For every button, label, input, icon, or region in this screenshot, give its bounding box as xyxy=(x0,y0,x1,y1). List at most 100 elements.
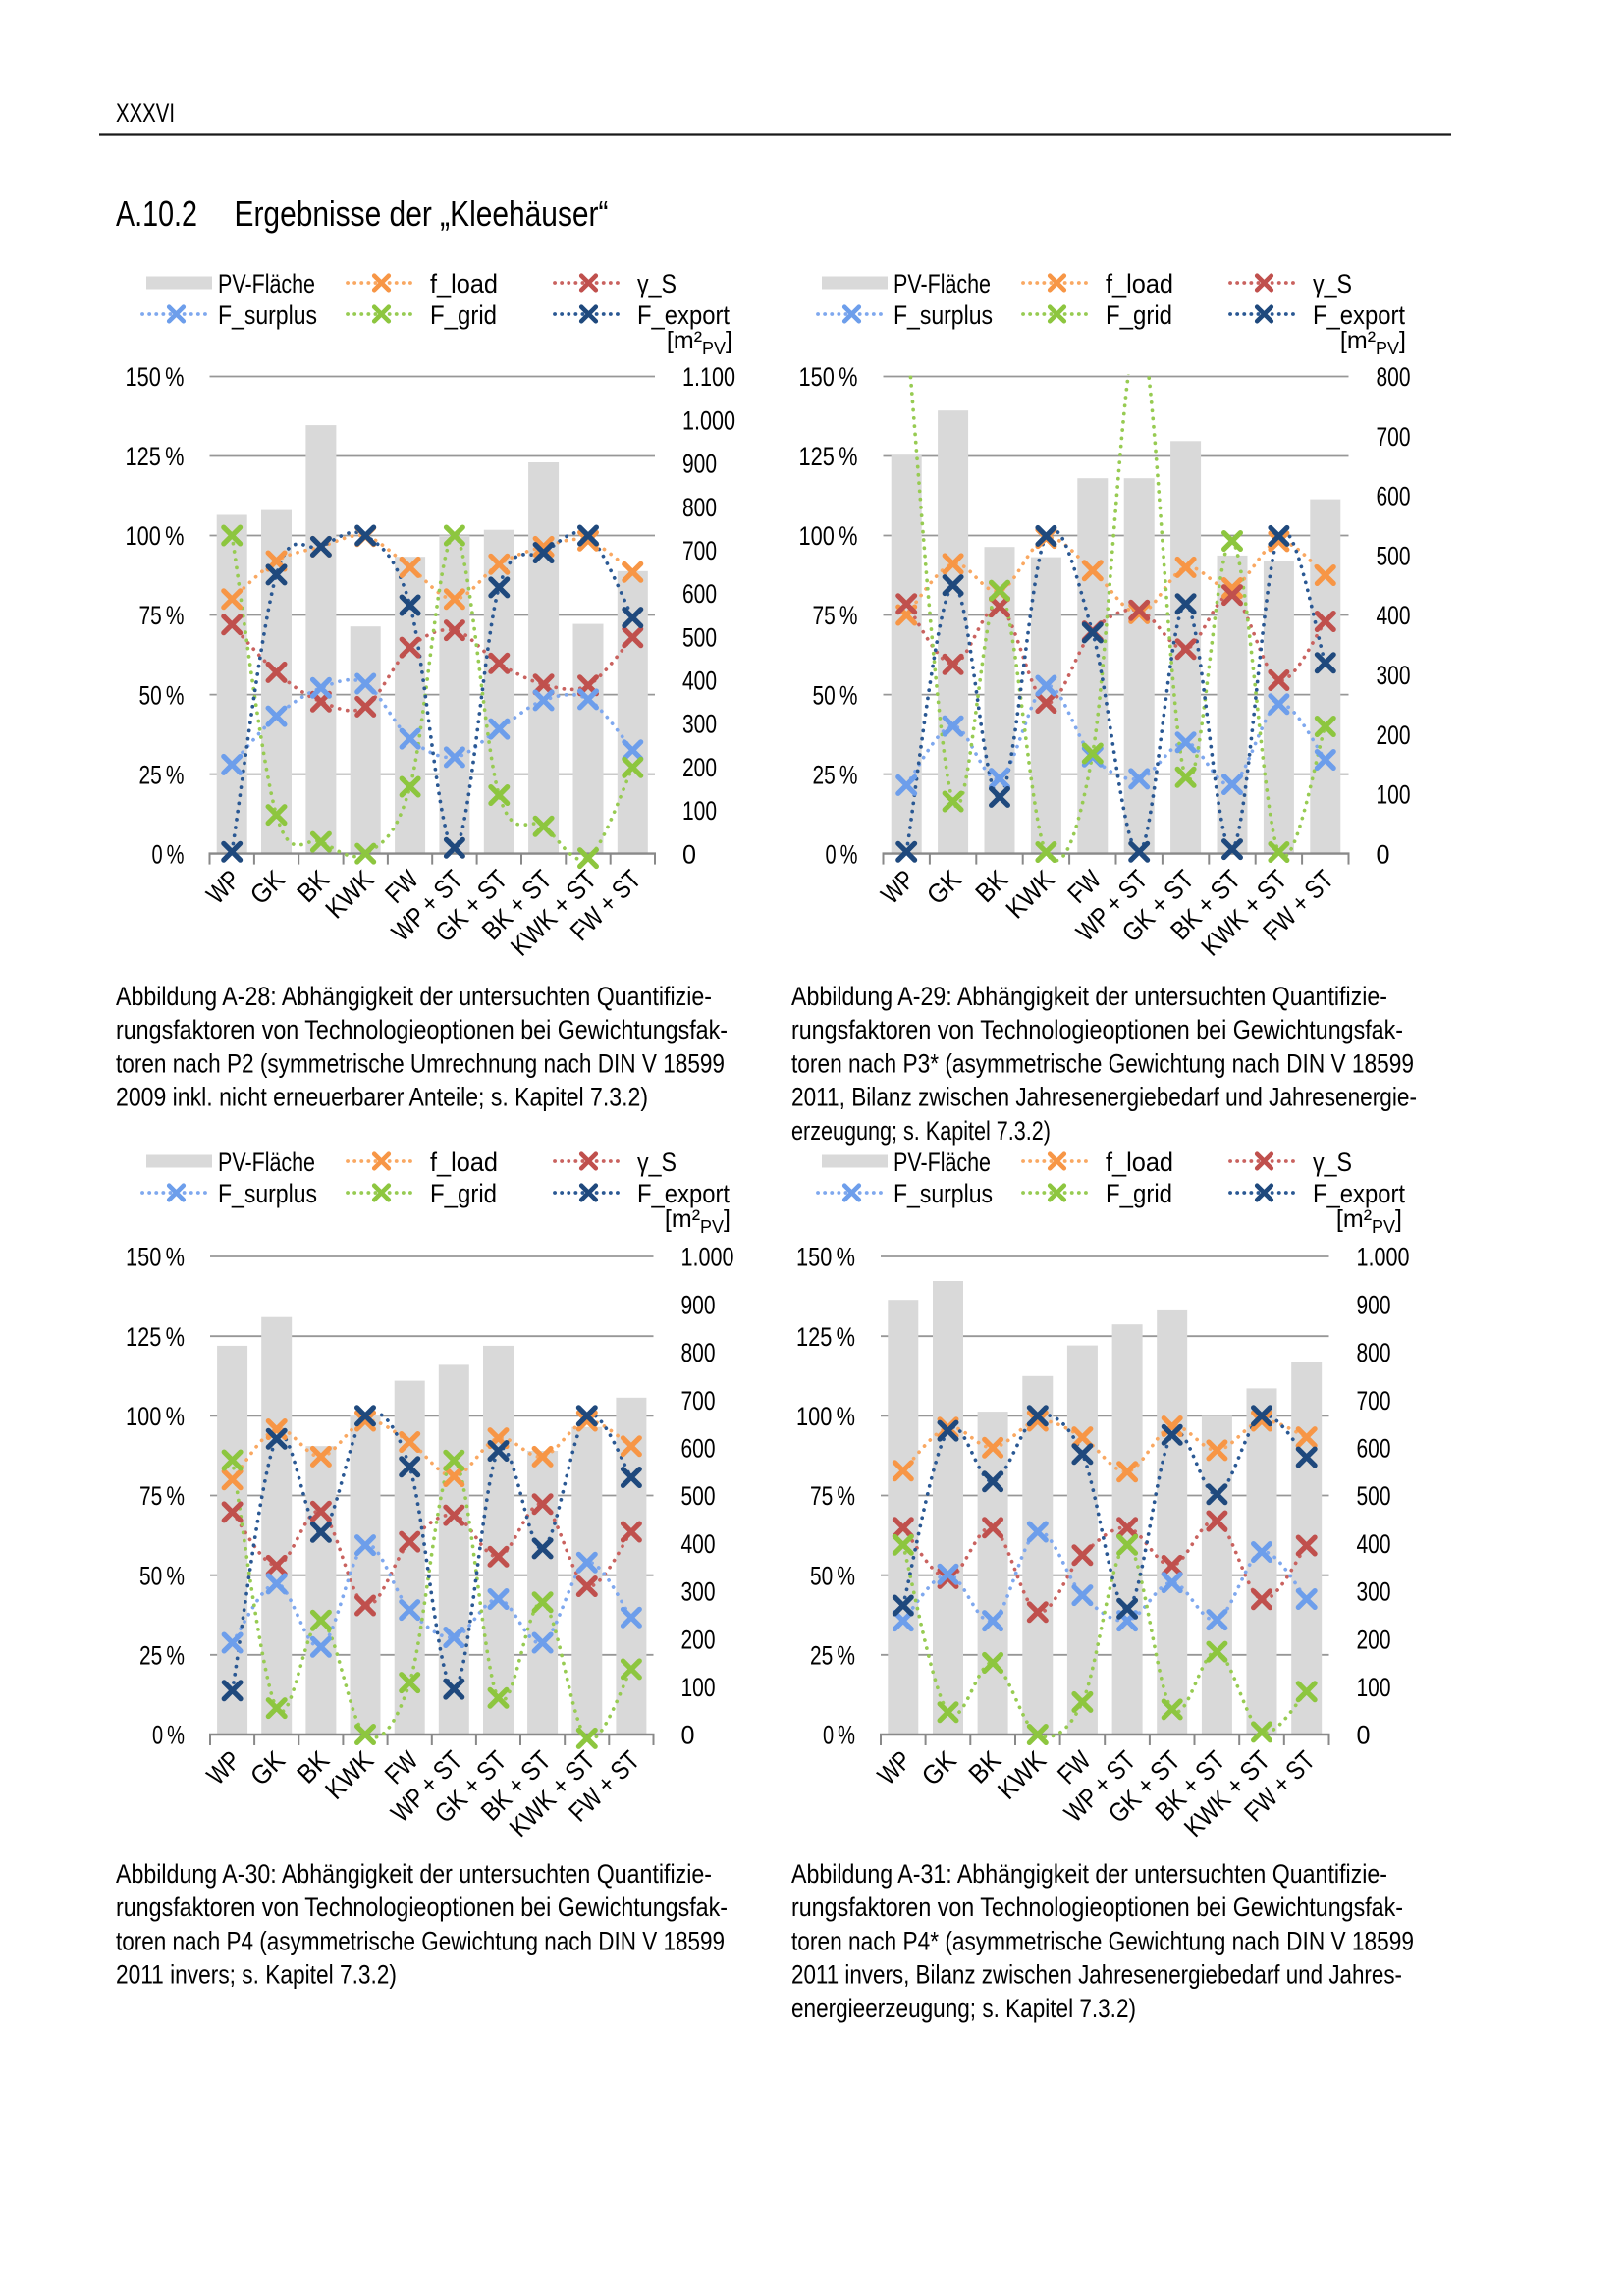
svg-text:f_load: f_load xyxy=(430,1148,498,1177)
svg-text:800: 800 xyxy=(682,493,717,522)
svg-text:50 %: 50 % xyxy=(139,680,185,710)
svg-text:125 %: 125 % xyxy=(796,1322,855,1352)
svg-text:100 %: 100 % xyxy=(796,1402,855,1431)
svg-text:800: 800 xyxy=(1377,362,1411,392)
svg-text:0 %: 0 % xyxy=(152,1721,185,1750)
svg-text:500: 500 xyxy=(681,1481,716,1511)
svg-text:400: 400 xyxy=(682,667,717,696)
svg-text:γ_S: γ_S xyxy=(637,1148,677,1177)
svg-text:PV-Fläche: PV-Fläche xyxy=(218,269,315,298)
svg-text:F_export: F_export xyxy=(1313,300,1405,330)
svg-text:800: 800 xyxy=(681,1338,716,1367)
svg-text:400: 400 xyxy=(1377,601,1411,630)
svg-text:50 %: 50 % xyxy=(810,1561,855,1590)
svg-text:200: 200 xyxy=(682,753,717,782)
svg-text:900: 900 xyxy=(682,450,717,479)
svg-text:100: 100 xyxy=(682,796,717,826)
svg-text:1.000: 1.000 xyxy=(681,1243,734,1272)
svg-text:toren nach P2 (symmetrische Um: toren nach P2 (symmetrische Umrechnung n… xyxy=(116,1048,725,1078)
svg-text:100 %: 100 % xyxy=(126,1402,185,1431)
svg-text:PV-Fläche: PV-Fläche xyxy=(218,1148,315,1177)
svg-text:rungsfaktoren von Technologieo: rungsfaktoren von Technologieoptionen be… xyxy=(791,1893,1403,1922)
svg-text:50 %: 50 % xyxy=(139,1561,185,1590)
svg-text:XXXVI: XXXVI xyxy=(116,98,175,128)
svg-text:150 %: 150 % xyxy=(126,1243,185,1272)
svg-text:100 %: 100 % xyxy=(799,521,858,551)
svg-text:200: 200 xyxy=(1377,721,1411,750)
svg-text:100 %: 100 % xyxy=(126,521,185,551)
svg-text:150 %: 150 % xyxy=(796,1243,855,1272)
svg-text:rungsfaktoren von Technologieo: rungsfaktoren von Technologieoptionen be… xyxy=(116,1893,728,1922)
svg-text:PV-Fläche: PV-Fläche xyxy=(893,1148,991,1177)
svg-text:300: 300 xyxy=(1377,661,1411,690)
svg-text:500: 500 xyxy=(1357,1481,1391,1511)
svg-text:F_surplus: F_surplus xyxy=(893,300,993,330)
svg-text:F_surplus: F_surplus xyxy=(893,1179,993,1208)
svg-text:600: 600 xyxy=(1377,482,1411,511)
svg-text:erzeugung; s. Kapitel 7.3.2): erzeugung; s. Kapitel 7.3.2) xyxy=(791,1116,1051,1146)
svg-text:400: 400 xyxy=(681,1529,716,1559)
svg-text:γ_S: γ_S xyxy=(1313,269,1352,298)
svg-text:F_grid: F_grid xyxy=(1106,300,1172,330)
svg-text:f_load: f_load xyxy=(1106,269,1173,298)
svg-text:0: 0 xyxy=(1357,1721,1371,1750)
svg-text:0 %: 0 % xyxy=(152,839,185,869)
svg-text:75 %: 75 % xyxy=(813,601,858,630)
svg-text:500: 500 xyxy=(682,622,717,652)
svg-text:25 %: 25 % xyxy=(139,760,185,789)
svg-text:25 %: 25 % xyxy=(813,760,858,789)
svg-text:75 %: 75 % xyxy=(139,601,185,630)
svg-text:50 %: 50 % xyxy=(813,680,858,710)
svg-text:0: 0 xyxy=(682,839,696,869)
svg-text:0 %: 0 % xyxy=(826,839,858,869)
svg-text:700: 700 xyxy=(1357,1386,1391,1415)
svg-text:1.100: 1.100 xyxy=(682,362,735,392)
svg-text:125 %: 125 % xyxy=(799,442,858,471)
svg-text:rungsfaktoren von Technologieo: rungsfaktoren von Technologieoptionen be… xyxy=(791,1015,1403,1044)
svg-text:0: 0 xyxy=(1377,839,1390,869)
svg-text:100: 100 xyxy=(681,1673,716,1702)
svg-text:f_load: f_load xyxy=(430,269,498,298)
svg-text:F_export: F_export xyxy=(637,300,730,330)
svg-text:1.000: 1.000 xyxy=(682,405,735,435)
svg-text:800: 800 xyxy=(1357,1338,1391,1367)
svg-text:Abbildung A-28: Abhängigkeit d: Abbildung A-28: Abhängigkeit der untersu… xyxy=(116,982,712,1011)
svg-text:25 %: 25 % xyxy=(810,1641,855,1671)
svg-text:2011, Bilanz zwischen Jahresen: 2011, Bilanz zwischen Jahresenergiebedar… xyxy=(791,1083,1417,1112)
svg-text:300: 300 xyxy=(682,710,717,739)
svg-text:F_export: F_export xyxy=(1313,1179,1405,1208)
svg-text:400: 400 xyxy=(1357,1529,1391,1559)
svg-text:energieerzeugung; s. Kapitel 7: energieerzeugung; s. Kapitel 7.3.2) xyxy=(791,1994,1136,2023)
svg-text:600: 600 xyxy=(681,1434,716,1464)
svg-text:Abbildung A-29: Abhängigkeit d: Abbildung A-29: Abhängigkeit der untersu… xyxy=(791,982,1387,1011)
svg-text:Ergebnisse der „Kleehäuser“: Ergebnisse der „Kleehäuser“ xyxy=(235,193,609,234)
svg-text:300: 300 xyxy=(1357,1577,1391,1607)
svg-text:F_grid: F_grid xyxy=(430,1179,497,1208)
svg-text:toren nach P4* (asymmetrische: toren nach P4* (asymmetrische Gewichtung… xyxy=(791,1926,1414,1955)
svg-text:Abbildung A-31: Abhängigkeit d: Abbildung A-31: Abhängigkeit der untersu… xyxy=(791,1859,1387,1889)
svg-text:150 %: 150 % xyxy=(126,362,185,392)
svg-text:F_grid: F_grid xyxy=(1106,1179,1172,1208)
svg-text:700: 700 xyxy=(682,536,717,565)
svg-text:150 %: 150 % xyxy=(799,362,858,392)
svg-text:f_load: f_load xyxy=(1106,1148,1173,1177)
svg-text:F_grid: F_grid xyxy=(430,300,497,330)
svg-text:toren nach P3* (asymmetrische: toren nach P3* (asymmetrische Gewichtung… xyxy=(791,1048,1414,1078)
svg-text:0 %: 0 % xyxy=(823,1721,855,1750)
svg-text:100: 100 xyxy=(1357,1673,1391,1702)
svg-text:2009 inkl. nicht erneuerbarer: 2009 inkl. nicht erneuerbarer Anteile; s… xyxy=(116,1083,648,1112)
svg-text:500: 500 xyxy=(1377,542,1411,571)
svg-text:700: 700 xyxy=(681,1386,716,1415)
svg-text:2011 invers; s. Kapitel 7.3.2): 2011 invers; s. Kapitel 7.3.2) xyxy=(116,1960,397,1990)
svg-text:Abbildung A-30: Abhängigkeit d: Abbildung A-30: Abhängigkeit der untersu… xyxy=(116,1859,712,1889)
svg-text:toren nach P4 (asymmetrische G: toren nach P4 (asymmetrische Gewichtung … xyxy=(116,1926,725,1955)
svg-text:300: 300 xyxy=(681,1577,716,1607)
svg-text:900: 900 xyxy=(1357,1290,1391,1319)
svg-text:F_surplus: F_surplus xyxy=(218,1179,317,1208)
svg-text:200: 200 xyxy=(1357,1625,1391,1654)
svg-text:25 %: 25 % xyxy=(139,1641,185,1671)
svg-text:0: 0 xyxy=(681,1721,695,1750)
svg-text:2011 invers, Bilanz zwischen J: 2011 invers, Bilanz zwischen Jahresenerg… xyxy=(791,1960,1402,1990)
svg-text:75 %: 75 % xyxy=(810,1481,855,1511)
svg-text:600: 600 xyxy=(682,579,717,609)
